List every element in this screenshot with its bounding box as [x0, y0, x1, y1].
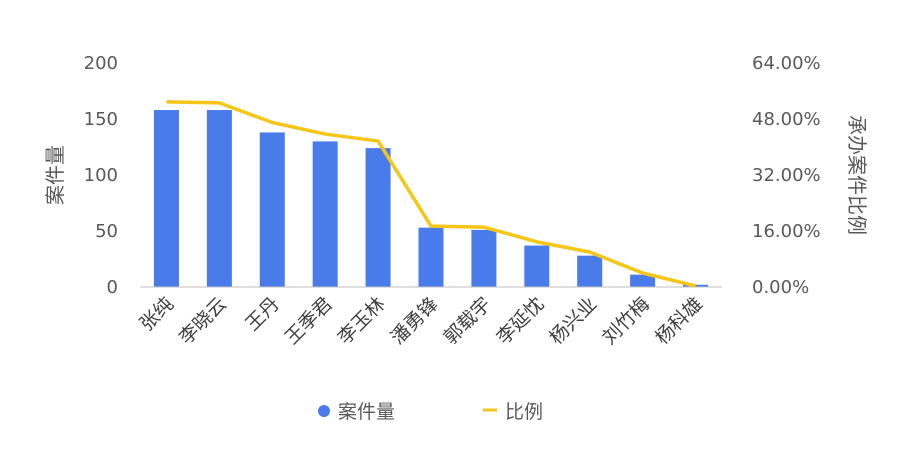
category-label: 郭载宇 [440, 293, 496, 349]
line-path [166, 100, 696, 288]
legend-label-line: 比例 [505, 401, 543, 423]
left-tick-label: 0 [107, 277, 118, 298]
left-axis-ticks: 0 50 100 150 200 [84, 53, 118, 298]
right-tick-label: 16.00% [752, 221, 821, 242]
right-tick-label: 64.00% [752, 53, 821, 74]
category-label: 杨兴业 [545, 293, 601, 349]
bar [577, 255, 603, 287]
bar [153, 110, 179, 287]
left-axis-title: 案件量 [43, 145, 67, 205]
bar [312, 141, 338, 287]
category-label: 杨科雄 [651, 293, 707, 349]
legend-label-bar: 案件量 [338, 401, 395, 423]
bar [206, 110, 232, 287]
right-tick-label: 0.00% [752, 277, 809, 298]
category-label: 刘竹梅 [598, 293, 654, 349]
bar [365, 148, 391, 287]
bar [418, 227, 444, 287]
category-label: 李晓云 [175, 293, 231, 349]
bar [524, 245, 550, 287]
right-axis-ticks: 0.00% 16.00% 32.00% 48.00% 64.00% [752, 53, 821, 298]
bar [630, 274, 656, 287]
category-label: 李玉林 [334, 293, 390, 349]
category-label: 张纯 [136, 293, 178, 335]
legend-marker-bar [318, 405, 330, 417]
left-tick-label: 150 [84, 109, 118, 130]
category-label: 潘勇锋 [387, 293, 443, 349]
category-label: 王季君 [281, 293, 337, 349]
left-tick-label: 100 [84, 165, 118, 186]
bar-series [153, 110, 709, 287]
left-tick-label: 50 [95, 221, 118, 242]
right-axis-title: 承办案件比例 [845, 115, 869, 235]
line-series [166, 100, 696, 288]
right-tick-label: 48.00% [752, 109, 821, 130]
bar [471, 229, 497, 287]
left-tick-label: 200 [84, 53, 118, 74]
category-label: 王丹 [241, 293, 283, 335]
bar [259, 132, 285, 287]
legend: 案件量 比例 [318, 401, 543, 423]
right-tick-label: 32.00% [752, 165, 821, 186]
category-label: 李延忱 [492, 293, 548, 349]
